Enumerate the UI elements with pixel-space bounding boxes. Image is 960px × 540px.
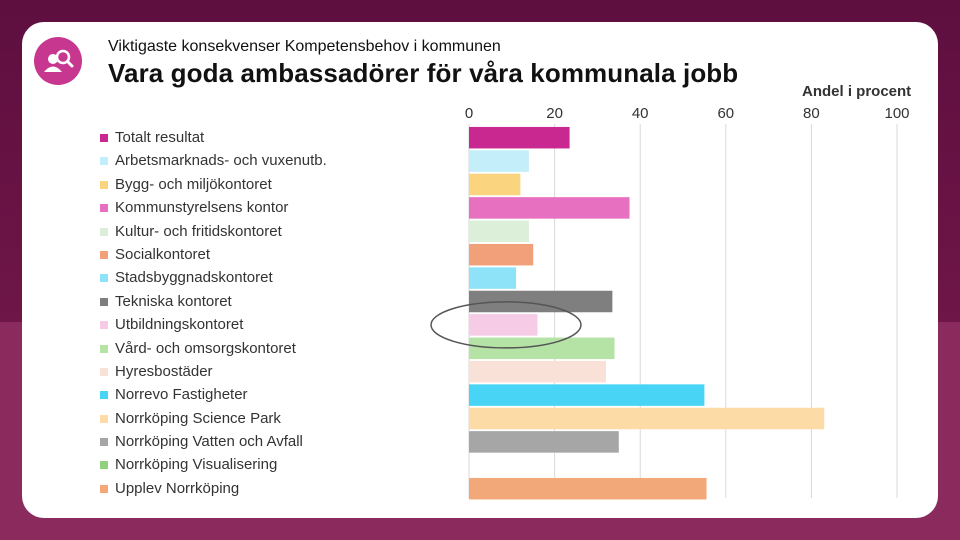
legend-swatch [100,438,108,447]
legend-item: Utbildningskontoret [100,313,327,336]
bar [469,220,529,243]
legend-swatch [100,321,108,330]
legend-swatch [100,204,108,213]
legend-item: Norrköping Science Park [100,407,327,430]
legend-item: Hyresbostäder [100,360,327,383]
highlight-ellipse [430,301,582,349]
bar [469,407,825,430]
legend-label: Norrevo Fastigheter [115,386,248,404]
bar [469,290,613,313]
bar [469,173,521,196]
legend-label: Kultur- och fritidskontoret [115,222,282,240]
legend-swatch [100,134,108,142]
legend-swatch [100,414,108,423]
legend-label: Bygg- och miljökontoret [115,175,272,193]
person-search-icon [44,49,74,72]
legend-swatch [100,227,108,236]
legend-label: Upplev Norrköping [115,479,240,497]
legend-label: Norrköping Visualisering [115,456,278,474]
legend-item: Tekniska kontoret [100,290,327,313]
legend-swatch [100,250,108,259]
bar [469,384,705,406]
bar [469,477,707,500]
bar [469,360,606,383]
slide-subtitle: Viktigaste konsekvenser Kompetensbehov i… [108,38,501,55]
legend-label: Kommunstyrelsens kontor [115,199,289,217]
legend-label: Tekniska kontoret [115,292,232,310]
x-tick-label: 0 [465,105,473,122]
bar [469,126,570,149]
x-tick-label: 100 [884,105,909,122]
axis-title: Andel i procent [802,83,912,100]
x-tick-label: 80 [803,105,820,122]
legend-label: Socialkontoret [115,245,211,263]
legend-label: Vård- och omsorgskontoret [115,339,296,357]
legend-label: Norrköping Science Park [115,409,281,427]
legend-item: Norrevo Fastigheter [100,383,327,406]
legend-swatch [100,157,108,166]
bar [469,431,619,453]
bar [469,337,615,360]
legend-item: Norrköping Vatten och Avfall [100,430,327,453]
x-tick-label: 40 [632,105,649,122]
legend-item: Kommunstyrelsens kontor [100,196,327,219]
bar [469,150,529,172]
legend-label: Utbildningskontoret [115,316,244,334]
legend-item: Bygg- och miljökontoret [100,173,327,196]
legend-item: Upplev Norrköping [100,477,327,500]
legend-swatch [100,391,108,400]
legend-swatch [100,367,108,376]
bar [469,314,538,336]
legend-item: Norrköping Visualisering [100,453,327,476]
slide-title: Vara goda ambassadörer för våra kommunal… [108,58,739,88]
legend-swatch [100,344,108,353]
legend-item: Arbetsmarknads- och vuxenutb. [100,149,327,172]
legend-label: Totalt resultat [115,129,205,146]
x-tick-label: 60 [717,105,734,122]
legend-swatch [100,484,108,493]
legend-label: Arbetsmarknads- och vuxenutb. [115,152,327,170]
bar [469,243,534,266]
legend-label: Norrköping Vatten och Avfall [115,433,303,451]
legend-item: Stadsbyggnadskontoret [100,266,327,289]
chart-legend: Totalt resultat Arbetsmarknads- och vuxen… [100,126,327,500]
legend-label: Hyresbostäder [115,362,213,380]
legend-swatch [100,297,108,306]
bar [469,267,517,289]
legend-item: Totalt resultat [100,126,327,149]
legend-item: Kultur- och fritidskontoret [100,220,327,243]
logo-badge [34,37,82,85]
legend-label: Stadsbyggnadskontoret [115,269,273,287]
x-tick-label: 20 [546,105,563,122]
bar [469,197,630,219]
legend-item: Vård- och omsorgskontoret [100,337,327,360]
legend-swatch [100,274,108,283]
legend-item: Socialkontoret [100,243,327,266]
legend-swatch [100,461,108,470]
legend-swatch [100,180,108,189]
